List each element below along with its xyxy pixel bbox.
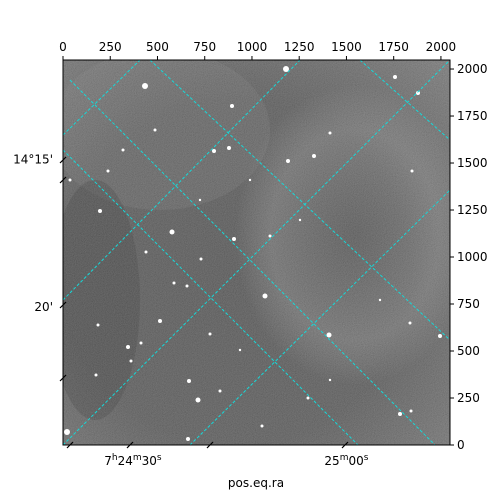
star-point [96,323,100,327]
star-point [268,234,272,238]
star-point [409,409,413,413]
star-point [142,83,148,89]
plot-frame [62,59,451,446]
grid-line [63,60,301,301]
star-point [286,159,290,163]
star-point [416,91,420,95]
grid-line [63,149,359,445]
star-point [306,396,310,400]
star-point [94,373,98,377]
star-point [218,389,222,393]
star-point [393,75,397,79]
star-point [408,321,412,325]
grid-line [359,60,450,141]
right-tick-label: 500 [457,344,480,358]
bottom-tick-mark [206,441,214,449]
top-tick-label: 500 [146,40,169,54]
star-point [326,332,332,338]
star-point [187,379,191,383]
dec-tick-label: 14°15' [13,152,53,166]
left-dec-axis: 14°15' 20' [13,152,67,382]
left-tick-mark [59,176,67,184]
coordinate-grid [63,60,450,445]
star-point [144,250,148,254]
star-point [328,131,332,135]
bottom-tick-mark [126,441,134,449]
top-tick-label: 1250 [284,40,315,54]
grid-line [63,60,141,136]
star-field [64,66,442,441]
ra-tick-label: 25m00s [324,453,368,468]
star-point [260,424,264,428]
star-point [410,169,414,173]
bottom-ra-axis: 7h24m30s 25m00s [66,441,369,468]
grid-line [63,60,450,445]
star-point [172,281,176,285]
star-point [262,293,268,299]
right-tick-label: 1500 [457,156,488,170]
star-point [238,348,242,352]
star-point [227,146,231,150]
star-point [98,209,102,213]
grid-line [69,79,436,445]
star-point [106,169,110,173]
ra-tick-label: 7h24m30s [104,453,162,468]
plot-area [63,60,450,445]
top-tick-label: 1500 [331,40,362,54]
right-tick-label: 2000 [457,62,488,76]
star-point [68,178,72,182]
right-tick-label: 1750 [457,109,488,123]
star-point [153,128,157,132]
left-tick-mark [59,374,67,382]
star-point [158,319,162,323]
star-point [198,198,202,202]
star-point [208,332,212,336]
star-point [199,257,203,261]
right-tick-label: 1250 [457,203,488,217]
top-tick-label: 750 [193,40,216,54]
star-point [378,298,382,302]
top-tick-label: 2000 [426,40,457,54]
star-point [248,178,252,182]
star-point [126,345,130,349]
right-tick-label: 0 [457,438,465,452]
right-pixel-axis: 0 250 500 750 1000 1250 1500 1750 2000 [450,62,488,452]
star-point [195,397,201,403]
star-point [232,237,236,241]
top-tick-label: 250 [99,40,122,54]
star-point [328,378,332,382]
star-point [186,437,190,441]
top-tick-label: 1750 [378,40,409,54]
grid-line [189,189,450,445]
top-tick-label: 0 [59,40,67,54]
star-point [139,341,143,345]
star-point [185,284,189,288]
star-point [129,359,133,363]
star-point [169,229,175,235]
top-pixel-axis: 0 250 500 750 1000 1250 1500 1750 2000 [59,40,456,60]
star-point [121,148,125,152]
star-point [398,412,402,416]
right-tick-label: 1000 [457,250,488,264]
star-point [312,154,316,158]
star-point [298,218,302,222]
right-tick-label: 250 [457,391,480,405]
grid-line [149,60,450,341]
star-point [212,149,216,153]
star-point [230,104,234,108]
x-axis-label: pos.eq.ra [228,476,284,490]
star-point [283,66,289,72]
dec-tick-label: 20' [34,300,53,314]
star-point [64,429,70,435]
star-point [438,334,442,338]
top-tick-label: 1000 [237,40,268,54]
left-tick-mark [59,156,67,164]
left-tick-mark [59,301,67,309]
right-tick-label: 750 [457,297,480,311]
bottom-tick-mark [341,441,349,449]
bottom-tick-mark [66,441,74,449]
